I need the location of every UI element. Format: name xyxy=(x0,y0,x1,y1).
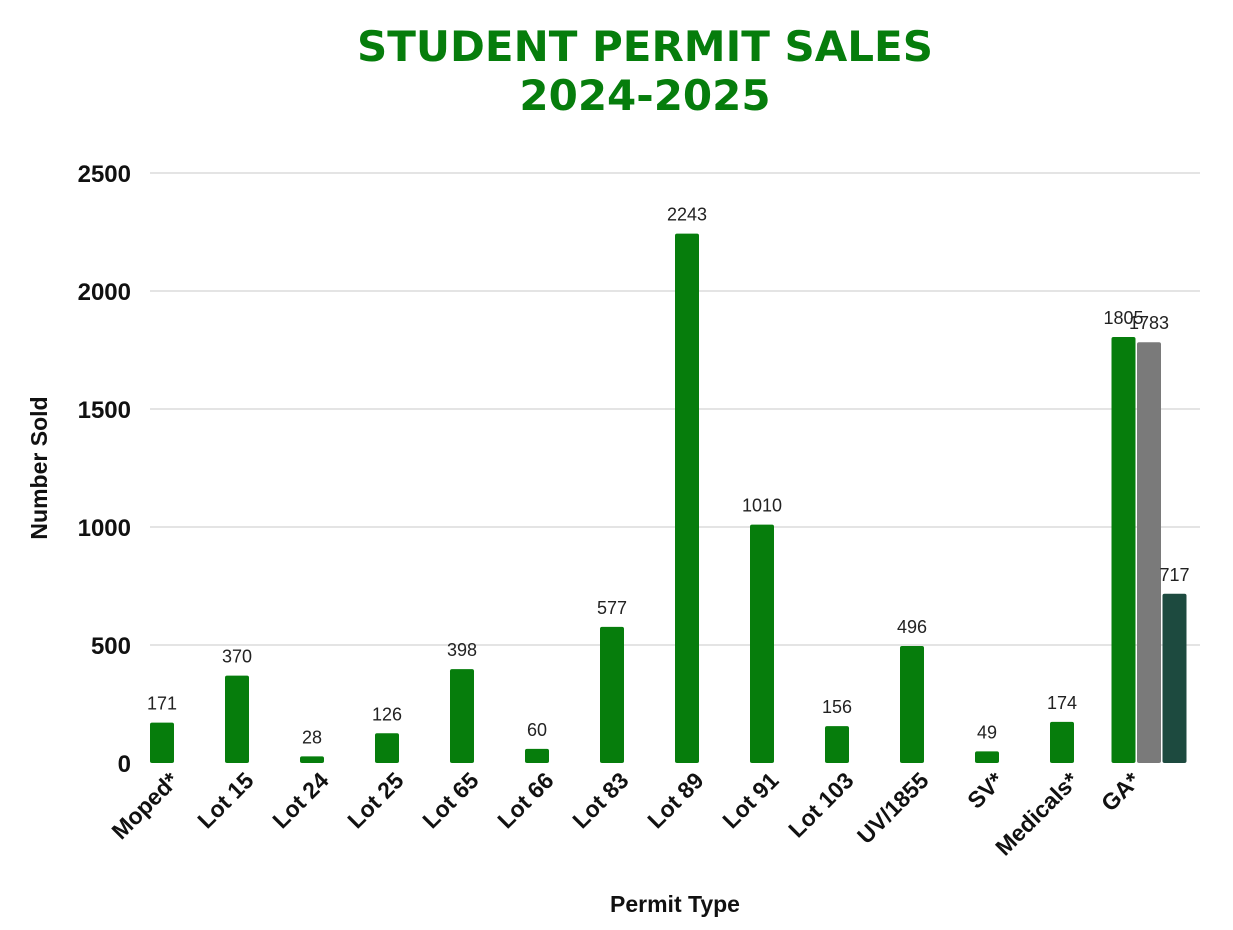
x-axis-title: Permit Type xyxy=(610,891,740,917)
bar xyxy=(1162,593,1187,763)
bar-value-label: 1783 xyxy=(1129,313,1169,333)
x-tick-label: Moped* xyxy=(106,767,183,844)
y-tick-label: 1500 xyxy=(78,397,131,424)
bar xyxy=(150,722,174,763)
x-tick-label: Lot 103 xyxy=(783,767,858,842)
bar-value-label: 126 xyxy=(372,704,402,724)
value-labels: 171 370 28 126 398 60 577 2243 1010 156 496 49 174 18… xyxy=(147,205,1190,748)
bar xyxy=(600,626,624,763)
x-tick-label: Lot 83 xyxy=(567,767,633,833)
y-tick-label: 0 xyxy=(118,751,131,778)
x-tick-label: Medicals* xyxy=(990,767,1083,860)
bar-value-label: 496 xyxy=(897,617,927,637)
x-tick-label: Lot 15 xyxy=(192,767,258,833)
chart-title-line2: 2024-2025 xyxy=(519,71,770,120)
bar-value-label: 60 xyxy=(527,720,547,740)
x-tick-label: Lot 91 xyxy=(717,767,783,833)
bar-value-label: 2243 xyxy=(667,205,707,225)
y-tick-label: 2500 xyxy=(78,161,131,188)
bar xyxy=(975,751,999,763)
x-axis-ticks: Moped* Lot 15 Lot 24 Lot 25 Lot 65 Lot 66 Lot … xyxy=(106,767,1145,861)
bar-value-label: 156 xyxy=(822,697,852,717)
bar-value-label: 174 xyxy=(1047,693,1077,713)
bar xyxy=(675,233,699,764)
bar xyxy=(825,726,849,763)
y-tick-label: 2000 xyxy=(78,279,131,306)
bar xyxy=(525,748,549,763)
y-tick-label: 1000 xyxy=(78,515,131,542)
x-tick-label: UV/1855 xyxy=(852,767,934,849)
bar xyxy=(750,524,774,763)
bar xyxy=(300,756,324,763)
y-tick-label: 500 xyxy=(91,633,131,660)
x-tick-label: SV* xyxy=(962,767,1008,813)
bar-value-label: 398 xyxy=(447,640,477,660)
x-tick-label: GA* xyxy=(1096,767,1145,816)
bars xyxy=(150,233,1187,764)
y-axis-title: Number Sold xyxy=(26,396,52,539)
bar xyxy=(375,733,399,763)
bar xyxy=(1050,721,1074,763)
bar xyxy=(450,669,474,763)
x-tick-label: Lot 65 xyxy=(417,767,483,833)
y-axis-ticks: 0 500 1000 1500 2000 2500 xyxy=(78,161,131,778)
bar xyxy=(1137,342,1161,763)
bar-value-label: 370 xyxy=(222,647,252,667)
bar xyxy=(900,645,924,763)
bar-value-label: 171 xyxy=(147,694,177,714)
bar-value-label: 49 xyxy=(977,722,997,742)
bar-value-label: 1010 xyxy=(742,496,782,516)
x-tick-label: Lot 66 xyxy=(492,767,558,833)
x-tick-label: Lot 24 xyxy=(267,767,333,833)
bar-value-label: 28 xyxy=(302,727,322,747)
x-tick-label: Lot 25 xyxy=(342,767,408,833)
bar-value-label: 577 xyxy=(597,598,627,618)
bar-value-label: 1805 xyxy=(1103,308,1143,328)
chart-title-line1: STUDENT PERMIT SALES xyxy=(357,22,933,71)
bar xyxy=(1111,337,1136,763)
bar-value-label: 717 xyxy=(1159,565,1189,585)
bar xyxy=(225,675,249,763)
x-tick-label: Lot 89 xyxy=(642,767,708,833)
